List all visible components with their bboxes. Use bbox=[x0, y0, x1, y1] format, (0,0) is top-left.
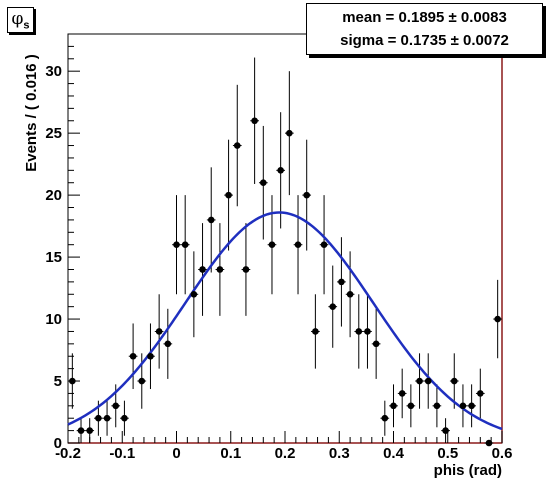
data-point bbox=[433, 402, 441, 410]
y-tick-label: 30 bbox=[45, 63, 62, 80]
data-point bbox=[320, 241, 328, 248]
x-tick-label: 0.4 bbox=[383, 445, 405, 462]
data-point bbox=[225, 191, 232, 199]
data-point bbox=[173, 241, 180, 248]
data-point bbox=[424, 377, 432, 385]
stats-box: mean = 0.1895 ± 0.0083 sigma = 0.1735 ± … bbox=[306, 3, 543, 55]
data-point bbox=[294, 241, 302, 248]
data-point bbox=[303, 191, 311, 199]
title-box: φs bbox=[7, 7, 34, 33]
data-point bbox=[286, 129, 293, 137]
data-point bbox=[77, 427, 85, 434]
data-point bbox=[260, 179, 267, 187]
data-point bbox=[390, 402, 397, 410]
data-point bbox=[468, 402, 475, 410]
data-point bbox=[112, 402, 120, 410]
data-point bbox=[338, 278, 345, 286]
x-axis-title: phis (rad) bbox=[434, 462, 502, 479]
x-tick-labels: -0.2 -0.1 0 0.1 0.2 0.3 0.4 0.5 0.6 bbox=[55, 445, 512, 462]
data-point bbox=[450, 377, 458, 385]
data-point bbox=[164, 340, 172, 348]
data-point bbox=[86, 427, 93, 434]
title-subscript: s bbox=[23, 19, 30, 32]
data-point bbox=[459, 402, 467, 410]
title-symbol: φ bbox=[11, 9, 24, 29]
x-tick-label: -0.2 bbox=[55, 445, 81, 462]
x-tick-label: -0.1 bbox=[109, 445, 135, 462]
data-point bbox=[407, 402, 415, 410]
data-point bbox=[494, 315, 501, 323]
data-point bbox=[312, 328, 319, 335]
data-point bbox=[242, 266, 250, 273]
data-point bbox=[485, 439, 493, 447]
data-point bbox=[477, 390, 484, 397]
data-point bbox=[103, 414, 111, 422]
data-point bbox=[199, 266, 206, 273]
data-point bbox=[398, 390, 406, 397]
data-point bbox=[233, 142, 241, 149]
data-point bbox=[190, 290, 198, 298]
y-tick-label: 15 bbox=[45, 249, 62, 266]
ticks bbox=[67, 33, 503, 444]
data-point bbox=[95, 414, 102, 422]
y-tick-label: 25 bbox=[45, 125, 62, 142]
x-tick-label: 0 bbox=[172, 445, 180, 462]
data-point bbox=[207, 216, 215, 224]
y-axis-title: Events / ( 0.016 ) bbox=[23, 54, 40, 172]
data-point bbox=[346, 290, 354, 298]
y-tick-labels: 0 5 10 15 20 25 30 bbox=[45, 63, 62, 452]
data-point bbox=[147, 352, 154, 360]
data-point bbox=[69, 377, 76, 385]
stats-mean: mean = 0.1895 ± 0.0083 bbox=[342, 9, 507, 26]
x-tick-label: 0.6 bbox=[492, 445, 513, 462]
data-point bbox=[251, 117, 258, 125]
data-points bbox=[69, 117, 501, 447]
data-point bbox=[355, 328, 363, 335]
data-point bbox=[442, 427, 449, 434]
data-point bbox=[329, 303, 337, 310]
x-tick-label: 0.2 bbox=[275, 445, 296, 462]
x-tick-label: 0.5 bbox=[437, 445, 458, 462]
data-point bbox=[268, 241, 276, 248]
y-tick-label: 20 bbox=[45, 187, 62, 204]
data-point bbox=[155, 328, 163, 335]
stats-sigma: sigma = 0.1735 ± 0.0072 bbox=[340, 32, 509, 49]
data-point bbox=[121, 414, 128, 422]
y-tick-label: 10 bbox=[45, 311, 62, 328]
data-point bbox=[381, 414, 389, 422]
x-tick-label: 0.1 bbox=[220, 445, 241, 462]
data-point bbox=[181, 241, 189, 248]
data-point bbox=[138, 377, 146, 385]
data-point bbox=[129, 352, 137, 360]
y-tick-label: 0 bbox=[54, 435, 62, 452]
data-point bbox=[364, 328, 371, 335]
plot-frame bbox=[67, 33, 503, 444]
data-point bbox=[216, 266, 224, 273]
data-point bbox=[277, 167, 284, 174]
data-point bbox=[416, 377, 423, 385]
x-tick-label: 0.3 bbox=[329, 445, 350, 462]
data-point bbox=[372, 340, 380, 348]
y-tick-label: 5 bbox=[54, 373, 62, 390]
